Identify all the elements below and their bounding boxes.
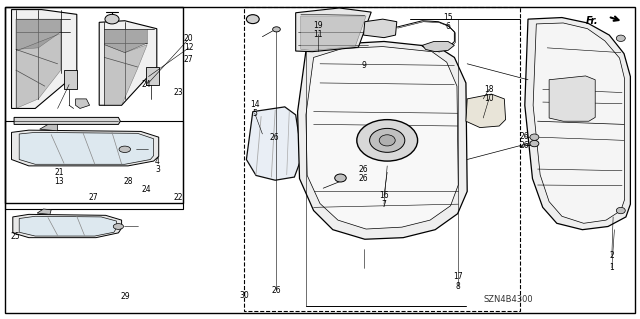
Ellipse shape (357, 120, 417, 161)
Polygon shape (364, 19, 397, 38)
Text: 30: 30 (239, 291, 250, 300)
Text: 17: 17 (452, 272, 463, 281)
Text: 26: 26 (358, 174, 369, 183)
Polygon shape (298, 41, 467, 239)
Polygon shape (146, 67, 159, 85)
Text: 27: 27 (88, 193, 99, 202)
Text: 10: 10 (484, 94, 494, 103)
Text: 23: 23 (173, 88, 183, 97)
Text: 15: 15 (443, 13, 453, 22)
Polygon shape (76, 99, 90, 108)
Text: 26: 26 (520, 132, 530, 141)
Ellipse shape (246, 15, 259, 24)
Text: 21: 21 (54, 168, 63, 177)
Polygon shape (296, 8, 371, 52)
Polygon shape (40, 124, 58, 131)
Text: 1: 1 (609, 263, 614, 272)
Ellipse shape (370, 129, 405, 152)
Polygon shape (533, 23, 625, 223)
Polygon shape (16, 33, 61, 108)
Text: 6: 6 (445, 22, 451, 31)
Ellipse shape (379, 135, 396, 146)
Ellipse shape (530, 140, 539, 147)
Text: 29: 29 (120, 292, 131, 301)
Text: 27: 27 (184, 56, 194, 64)
Text: 4: 4 (155, 157, 160, 166)
Polygon shape (19, 132, 154, 164)
Text: 24: 24 (141, 80, 151, 89)
Polygon shape (246, 107, 302, 180)
Polygon shape (19, 216, 116, 236)
Polygon shape (525, 18, 630, 230)
Bar (5, 121, 183, 209)
Polygon shape (16, 19, 61, 49)
Polygon shape (12, 10, 77, 108)
Polygon shape (13, 214, 122, 238)
Ellipse shape (616, 35, 625, 41)
Text: 19: 19 (313, 21, 323, 30)
Polygon shape (64, 70, 77, 89)
Text: 16: 16 (379, 191, 389, 200)
Text: 18: 18 (484, 85, 493, 94)
Polygon shape (99, 21, 157, 105)
Ellipse shape (616, 207, 625, 214)
Text: 14: 14 (250, 100, 260, 109)
Text: 28: 28 (124, 177, 132, 186)
Polygon shape (104, 29, 147, 53)
Text: 11: 11 (314, 30, 323, 39)
Text: 13: 13 (54, 177, 64, 186)
Text: 24: 24 (141, 185, 151, 194)
Bar (5, 7, 183, 203)
Ellipse shape (530, 134, 539, 140)
Bar (244, 7, 520, 311)
Text: 20: 20 (184, 34, 194, 43)
Polygon shape (37, 209, 51, 214)
Text: 22: 22 (173, 193, 182, 202)
Ellipse shape (119, 146, 131, 152)
Text: 12: 12 (184, 43, 193, 52)
Polygon shape (549, 76, 595, 121)
Polygon shape (12, 130, 159, 166)
Text: 26: 26 (358, 165, 369, 174)
Polygon shape (466, 94, 506, 128)
Text: 8: 8 (455, 282, 460, 291)
Text: 26: 26 (269, 133, 279, 142)
Polygon shape (104, 45, 147, 105)
Ellipse shape (105, 14, 119, 24)
Text: 7: 7 (381, 200, 387, 209)
Text: 5: 5 (252, 109, 257, 118)
Text: 26: 26 (271, 286, 282, 295)
Ellipse shape (335, 174, 346, 182)
Text: 3: 3 (155, 165, 160, 174)
Ellipse shape (273, 27, 280, 32)
Polygon shape (422, 41, 454, 52)
Text: 9: 9 (361, 61, 366, 70)
Ellipse shape (113, 224, 124, 229)
Polygon shape (14, 117, 120, 124)
Text: 26: 26 (520, 141, 530, 150)
Polygon shape (306, 47, 458, 229)
Text: Fr.: Fr. (586, 16, 598, 26)
Text: SZN4B4300: SZN4B4300 (483, 295, 533, 304)
Text: 25: 25 (10, 232, 20, 241)
Text: 2: 2 (609, 251, 614, 260)
Polygon shape (301, 16, 366, 50)
